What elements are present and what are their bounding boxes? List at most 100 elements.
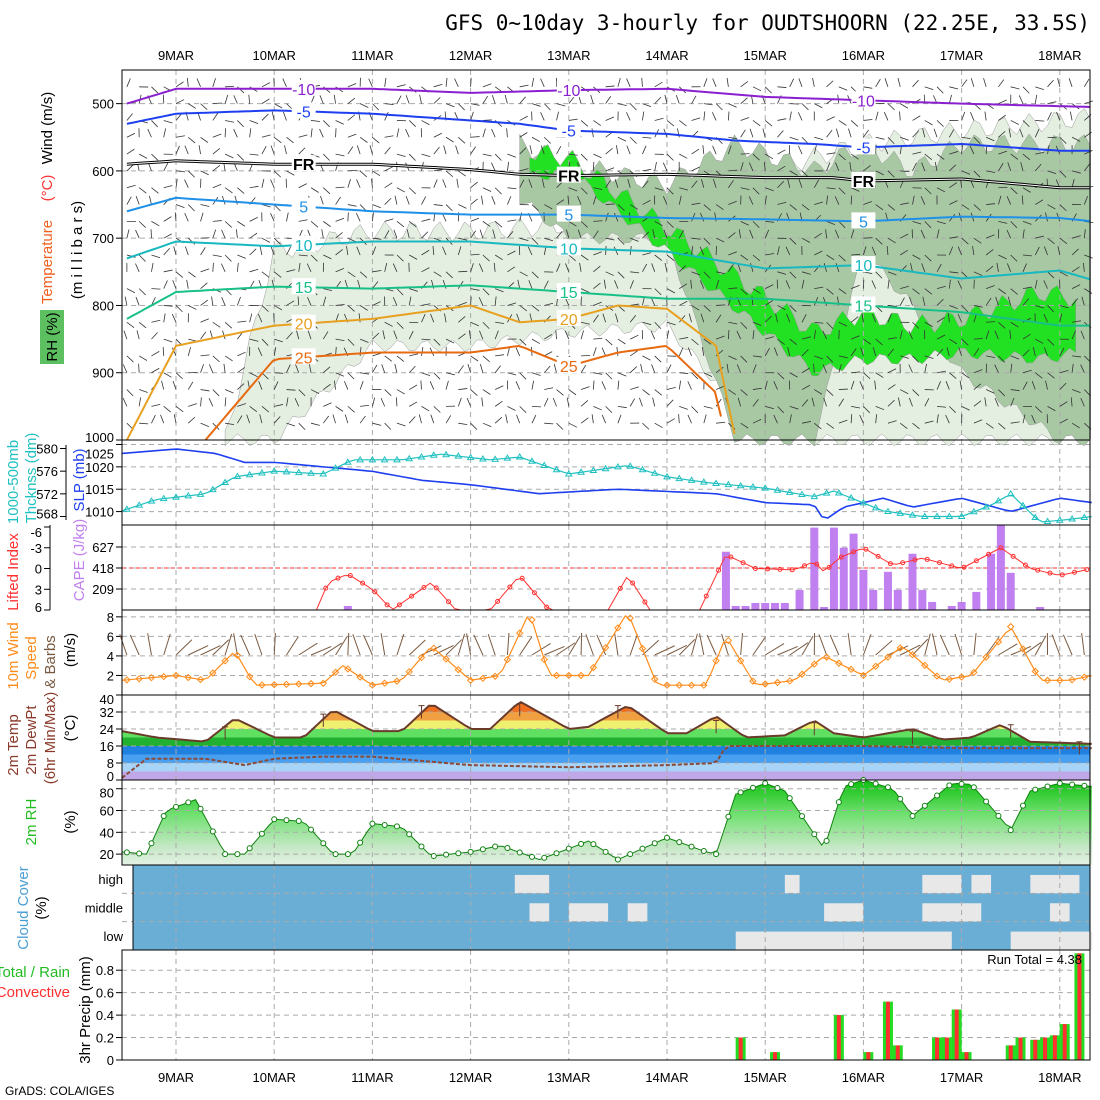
wind-barb xyxy=(922,296,926,306)
wind-barb xyxy=(948,129,955,138)
wind-barb xyxy=(174,212,177,222)
wind-barb xyxy=(998,288,1006,295)
wind-barb xyxy=(900,285,910,290)
wind-barb xyxy=(715,385,725,390)
precip-convective-bar xyxy=(1052,1035,1057,1060)
t2m-unit-label: (°C) xyxy=(62,715,79,742)
wind-barb xyxy=(491,128,496,138)
max-temp-marker xyxy=(614,705,621,719)
wind-barb xyxy=(519,84,529,88)
wind-barb xyxy=(519,96,526,104)
axis-tick-label: 6 xyxy=(35,600,42,615)
thickness-marker xyxy=(307,469,315,476)
wind-barb xyxy=(372,270,382,273)
wind-barb xyxy=(322,331,329,340)
wind-barb xyxy=(863,237,873,239)
wind-barb xyxy=(663,229,668,239)
rh-marker xyxy=(700,848,707,855)
wind-barb xyxy=(372,281,379,289)
wind-barb xyxy=(787,347,791,356)
wind-barb xyxy=(138,153,148,159)
wind-barb xyxy=(749,229,754,239)
wind-barb xyxy=(912,151,922,155)
wind-barb xyxy=(323,120,330,128)
wind-barb xyxy=(1084,163,1091,172)
wind-barb xyxy=(384,182,393,189)
wind-barb xyxy=(555,330,557,340)
wind-barb xyxy=(961,338,969,346)
wind-barb xyxy=(566,397,570,407)
wind-barb xyxy=(642,200,651,205)
wind-barb xyxy=(372,103,380,111)
wind-barb xyxy=(850,187,860,192)
wind-speed-marker xyxy=(491,672,499,680)
wind-speed-marker xyxy=(245,672,254,681)
wind-barb xyxy=(801,399,809,407)
wind-barb xyxy=(519,237,529,242)
wind-barb xyxy=(985,265,994,273)
wind-speed-marker xyxy=(663,681,671,689)
wind-barb xyxy=(912,220,922,225)
thickness-marker xyxy=(969,507,978,515)
thickness-marker xyxy=(675,474,684,482)
wind-barb xyxy=(333,94,336,104)
wind-barb xyxy=(908,397,913,407)
wind-speed-marker xyxy=(675,681,683,689)
wind-barb xyxy=(789,78,795,87)
wind-barb xyxy=(785,280,791,289)
thickness-marker xyxy=(736,481,745,489)
wind-barb xyxy=(298,254,308,257)
thickness-marker xyxy=(982,503,991,510)
wind-barb xyxy=(593,153,602,159)
wind-barb xyxy=(470,389,478,396)
wind-barb xyxy=(814,389,823,395)
wind-barb xyxy=(666,187,674,195)
rh-marker xyxy=(443,851,450,858)
wind-barb xyxy=(282,78,287,87)
wind-barb xyxy=(1006,196,1012,205)
li-marker xyxy=(642,599,648,605)
axis-tick-label: 8 xyxy=(107,756,114,771)
wind-barb xyxy=(985,136,995,142)
wind-barb xyxy=(1047,338,1055,346)
wind-barb xyxy=(654,321,662,330)
wind-barb xyxy=(872,347,877,357)
thickness-marker xyxy=(368,455,377,463)
wind-barb xyxy=(335,232,343,239)
rh-marker xyxy=(344,851,351,858)
wind-barb xyxy=(838,288,847,295)
rh2m-unit-label: (%) xyxy=(62,810,79,833)
wind-barb-10m xyxy=(862,634,872,656)
wind-barb xyxy=(359,136,368,143)
wind-barb xyxy=(347,83,357,88)
wind-barb xyxy=(1059,170,1067,178)
wind-barb xyxy=(703,338,712,345)
axis-tick-label: 900 xyxy=(92,366,114,381)
rh-marker xyxy=(173,803,179,810)
wind-barb xyxy=(421,267,430,273)
wind-barb xyxy=(728,287,738,290)
wind-barb xyxy=(556,146,562,155)
rh-marker xyxy=(381,821,388,828)
wind-barb xyxy=(273,204,281,212)
li-marker xyxy=(396,602,402,608)
wind-barb xyxy=(699,246,705,256)
wind-barb xyxy=(912,79,919,88)
wind-barb xyxy=(1022,298,1030,306)
wind-barb xyxy=(357,279,361,289)
wind-barb xyxy=(384,146,391,155)
max-temp-marker xyxy=(811,722,818,736)
wind-barb xyxy=(998,150,1008,155)
cloud-clear-patch-high xyxy=(529,874,550,894)
contour-label-bg xyxy=(291,102,316,119)
wind-barb xyxy=(320,195,324,205)
wind-barb xyxy=(347,237,357,243)
wind-barb xyxy=(369,145,373,155)
axis-tick-label: 20 xyxy=(100,847,114,862)
thickness-marker xyxy=(233,472,242,479)
thickness-marker xyxy=(1068,515,1076,522)
rh-marker xyxy=(430,853,437,860)
wind-barb xyxy=(163,162,169,172)
date-label-top: 17MAR xyxy=(940,48,983,63)
wind-barb-10m xyxy=(200,645,221,656)
